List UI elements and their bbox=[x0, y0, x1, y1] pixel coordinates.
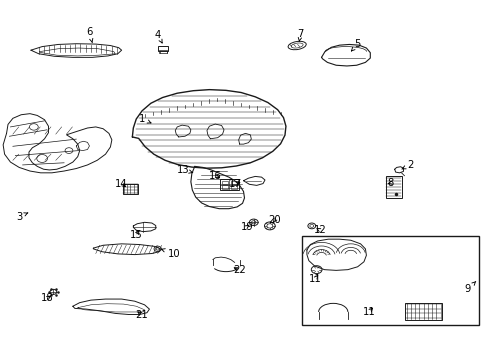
Bar bbox=[158, 45, 168, 51]
Text: 6: 6 bbox=[86, 27, 93, 43]
Text: 15: 15 bbox=[130, 230, 142, 239]
Bar bbox=[220, 179, 238, 190]
Text: 16: 16 bbox=[208, 171, 221, 181]
Text: 13: 13 bbox=[177, 165, 192, 175]
Text: 11: 11 bbox=[362, 307, 374, 317]
Text: 10: 10 bbox=[161, 248, 180, 258]
Text: 4: 4 bbox=[154, 30, 162, 43]
Text: 22: 22 bbox=[233, 265, 245, 275]
Text: 7: 7 bbox=[297, 29, 303, 41]
Bar bbox=[302, 236, 478, 325]
Text: 1: 1 bbox=[139, 114, 151, 124]
Bar bbox=[221, 181, 227, 184]
Text: 2: 2 bbox=[401, 160, 413, 170]
Bar bbox=[405, 303, 441, 320]
Text: 14: 14 bbox=[115, 179, 128, 189]
Bar bbox=[221, 185, 227, 189]
Text: 18: 18 bbox=[41, 293, 53, 303]
Text: 11: 11 bbox=[308, 274, 321, 284]
Text: 8: 8 bbox=[387, 178, 393, 188]
Text: 9: 9 bbox=[464, 282, 475, 294]
Bar bbox=[122, 184, 138, 194]
Text: 20: 20 bbox=[268, 215, 281, 225]
Text: 5: 5 bbox=[351, 40, 360, 51]
Text: 17: 17 bbox=[229, 179, 242, 189]
Text: 3: 3 bbox=[16, 212, 28, 221]
Text: 19: 19 bbox=[240, 222, 253, 231]
Text: 21: 21 bbox=[136, 310, 148, 320]
Bar bbox=[230, 181, 237, 184]
Text: 12: 12 bbox=[313, 225, 326, 235]
Bar bbox=[385, 176, 401, 198]
Bar bbox=[159, 50, 166, 53]
Bar bbox=[230, 185, 237, 189]
